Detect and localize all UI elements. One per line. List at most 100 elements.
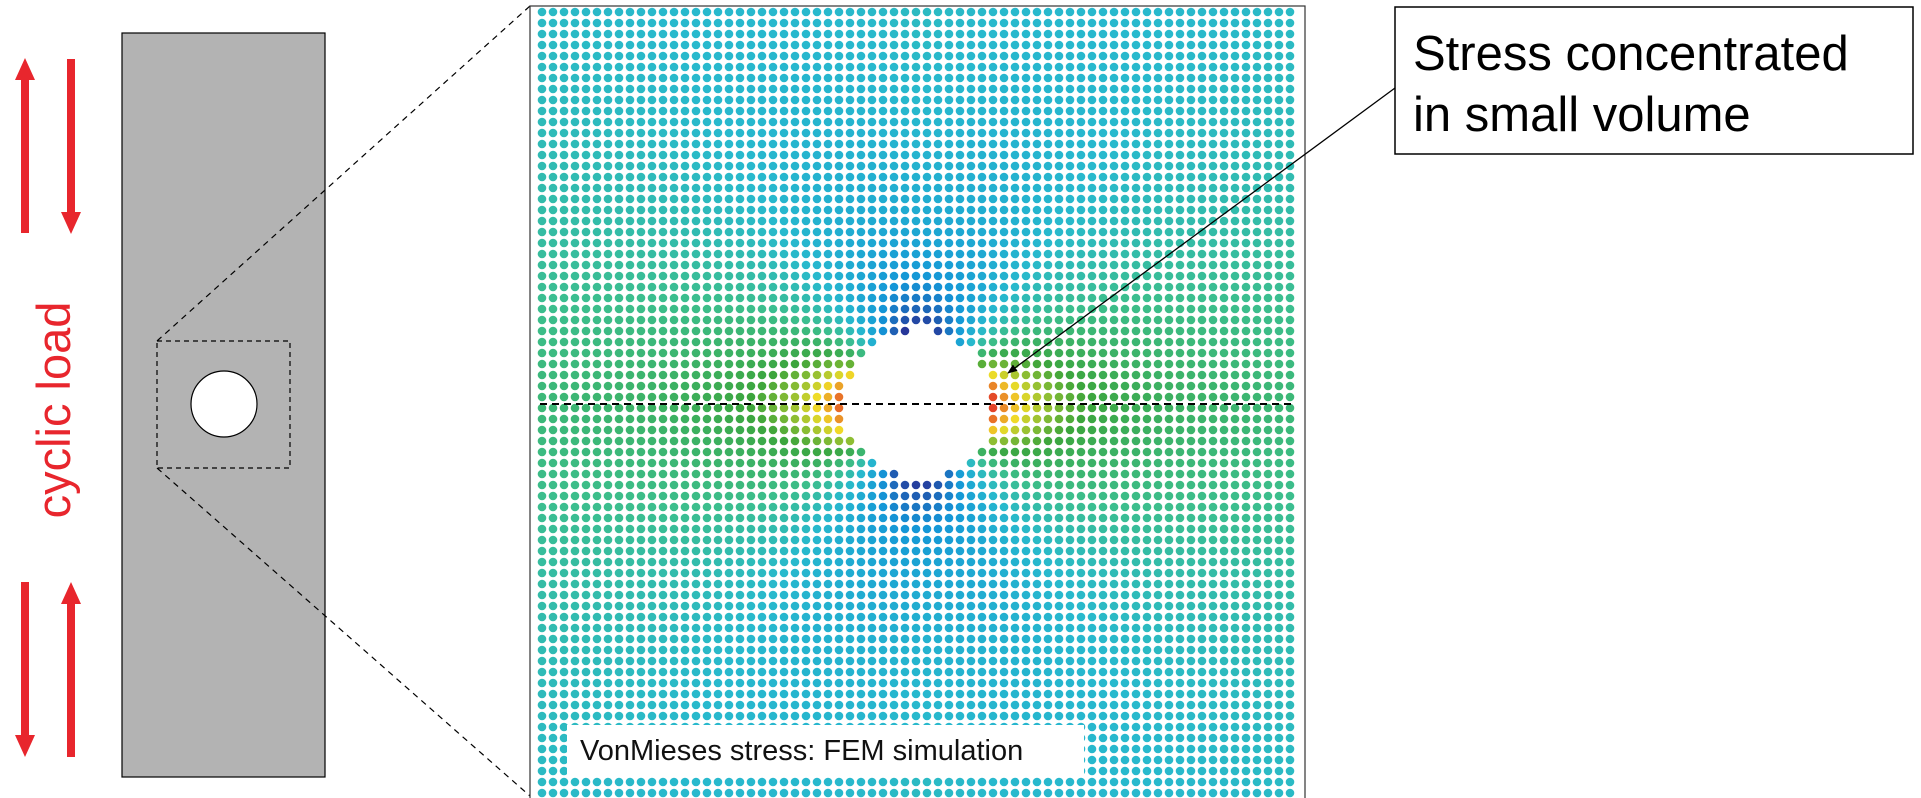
fem-node (791, 239, 800, 248)
fem-node (725, 338, 734, 347)
fem-node (1286, 767, 1295, 776)
fem-node (626, 536, 635, 545)
fem-node (868, 481, 877, 490)
fem-node (1286, 41, 1295, 50)
fem-node (659, 338, 668, 347)
fem-node (1264, 85, 1273, 94)
fem-node (637, 261, 646, 270)
fem-node (747, 129, 756, 138)
fem-node (1264, 415, 1273, 424)
fem-node (582, 492, 591, 501)
fem-node (1110, 118, 1119, 127)
fem-node (1231, 184, 1240, 193)
fem-node (1088, 382, 1097, 391)
fem-node (846, 558, 855, 567)
fem-node (1187, 415, 1196, 424)
fem-node (571, 338, 580, 347)
fem-node (1187, 349, 1196, 358)
fem-node (659, 679, 668, 688)
fem-node (659, 646, 668, 655)
fem-node (1011, 30, 1020, 39)
fem-node (1187, 569, 1196, 578)
fem-node (725, 613, 734, 622)
fem-node (758, 525, 767, 534)
fem-node (956, 206, 965, 215)
fem-node (945, 283, 954, 292)
fem-node (1187, 206, 1196, 215)
fem-node (1077, 547, 1086, 556)
fem-node (890, 184, 899, 193)
fem-node (802, 96, 811, 105)
fem-node (1066, 41, 1075, 50)
fem-node (1209, 107, 1218, 116)
fem-node (538, 767, 547, 776)
fem-node (857, 63, 866, 72)
fem-node (1187, 514, 1196, 523)
fem-node (791, 184, 800, 193)
fem-node (934, 151, 943, 160)
fem-node (1044, 162, 1053, 171)
fem-node (1022, 349, 1031, 358)
fem-node (1275, 239, 1284, 248)
fem-node (670, 107, 679, 116)
fem-node (604, 118, 613, 127)
fem-node (1286, 580, 1295, 589)
fem-node (1033, 63, 1042, 72)
fem-node (1000, 261, 1009, 270)
fem-node (604, 393, 613, 402)
fem-node (725, 569, 734, 578)
fem-node (648, 503, 657, 512)
fem-node (1000, 459, 1009, 468)
fem-node (1187, 679, 1196, 688)
fem-node (1165, 767, 1174, 776)
fem-node (1209, 228, 1218, 237)
fem-node (538, 481, 547, 490)
fem-node (549, 767, 558, 776)
fem-node (681, 690, 690, 699)
fem-node (1143, 8, 1152, 17)
fem-node (923, 162, 932, 171)
fem-node (681, 393, 690, 402)
fem-node (703, 558, 712, 567)
fem-node (714, 63, 723, 72)
fem-node (1143, 415, 1152, 424)
fem-node (725, 250, 734, 259)
fem-node (1000, 228, 1009, 237)
fem-node (1022, 448, 1031, 457)
fem-node (978, 503, 987, 512)
fem-node (901, 778, 910, 787)
fem-node (1011, 261, 1020, 270)
fem-node (549, 41, 558, 50)
fem-node (758, 206, 767, 215)
fem-node (912, 184, 921, 193)
fem-node (1242, 382, 1251, 391)
fem-node (571, 96, 580, 105)
fem-node (923, 217, 932, 226)
fem-node (681, 635, 690, 644)
fem-node (1154, 19, 1163, 28)
fem-node (1165, 536, 1174, 545)
fem-node (780, 712, 789, 721)
fem-node (1132, 613, 1141, 622)
fem-node (736, 327, 745, 336)
fem-node (637, 789, 646, 798)
fem-node (901, 272, 910, 281)
fem-node (780, 613, 789, 622)
fem-node (1132, 261, 1141, 270)
fem-node (1231, 426, 1240, 435)
fem-node (571, 624, 580, 633)
fem-node (1055, 107, 1064, 116)
fem-node (1033, 294, 1042, 303)
fem-node (879, 701, 888, 710)
fem-node (1000, 19, 1009, 28)
fem-node (769, 19, 778, 28)
fem-node (1264, 668, 1273, 677)
fem-node (1286, 448, 1295, 457)
fem-node (1066, 85, 1075, 94)
fem-node (615, 712, 624, 721)
fem-node (1033, 30, 1042, 39)
fem-node (890, 668, 899, 677)
fem-node (736, 118, 745, 127)
fem-node (769, 250, 778, 259)
fem-node (692, 437, 701, 446)
